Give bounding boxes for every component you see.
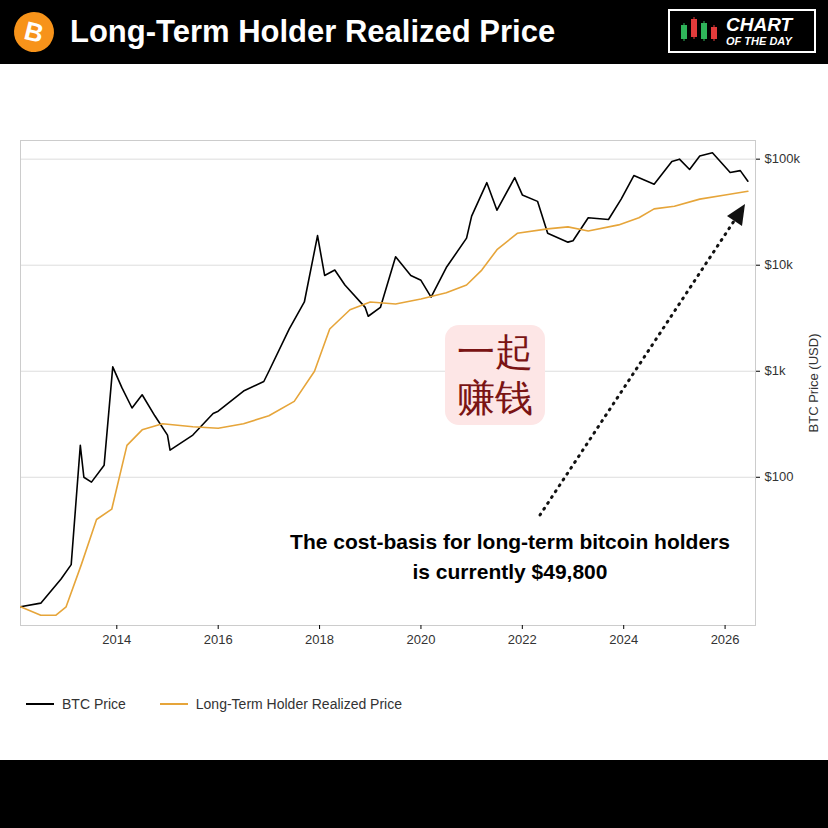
svg-text:$10k: $10k: [765, 257, 794, 272]
svg-text:2016: 2016: [204, 632, 233, 647]
svg-text:$1k: $1k: [765, 363, 786, 378]
html-text:赚钱: 赚钱: [457, 376, 533, 420]
html-text:The cost-basis for long-term b: The cost-basis for long-term bitcoin hol…: [290, 530, 730, 583]
html-text:CHART: CHART: [726, 14, 793, 35]
html-text:OF THE DAY: OF THE DAY: [726, 35, 792, 47]
html-text:Long-Term Holder Realized Pric: Long-Term Holder Realized Price: [70, 14, 556, 49]
html-text:Long-Term Holder Realized Pric: Long-Term Holder Realized Price: [195, 696, 402, 712]
html-text:BTC Price: BTC Price: [62, 696, 126, 712]
svg-text:BTC Price (USD): BTC Price (USD): [806, 334, 821, 433]
svg-text:2014: 2014: [102, 632, 131, 647]
svg-text:$100: $100: [765, 469, 794, 484]
svg-text:2022: 2022: [508, 632, 537, 647]
svg-text:$100k: $100k: [765, 151, 801, 166]
svg-text:2020: 2020: [406, 632, 435, 647]
svg-text:2018: 2018: [305, 632, 334, 647]
html-text:B: B: [21, 15, 47, 49]
html-text:一起: 一起: [457, 330, 533, 374]
svg-text:2026: 2026: [711, 632, 740, 647]
svg-text:2024: 2024: [609, 632, 638, 647]
